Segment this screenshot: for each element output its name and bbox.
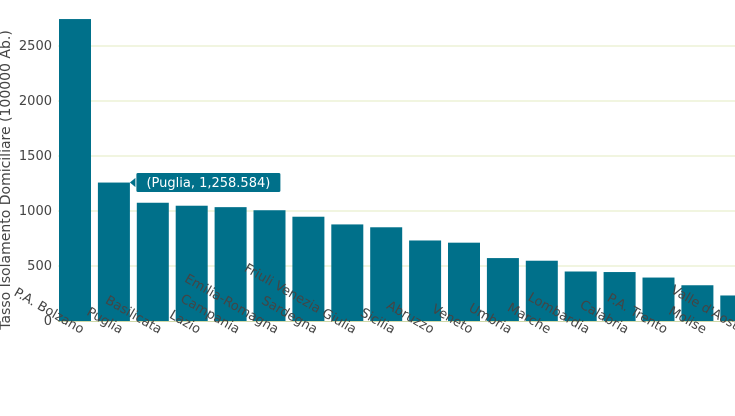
- bar-valle-d-aosta[interactable]: [720, 295, 735, 321]
- bar-umbria[interactable]: [486, 258, 519, 321]
- bar-emilia-romagna[interactable]: [253, 210, 286, 321]
- tooltip-box: [135, 172, 282, 194]
- bar-puglia[interactable]: [97, 182, 130, 321]
- bar-friuli-venezia-giulia[interactable]: [331, 224, 364, 321]
- y-axis-ticks: 0 500 1000 1500 2000 2500: [19, 39, 52, 329]
- hover-tooltip: (Puglia, 1,258.584): [129, 172, 282, 194]
- bars: [59, 19, 735, 322]
- bar-calabria[interactable]: [603, 272, 636, 321]
- bar-abruzzo[interactable]: [409, 240, 442, 321]
- bar-lombardia[interactable]: [564, 271, 597, 322]
- bar-p-a-trento[interactable]: [642, 277, 675, 321]
- tooltip-label: (Puglia, 1,258.584): [146, 176, 270, 191]
- bar-marche[interactable]: [525, 260, 558, 321]
- y-axis-title: Tasso Isolamento Domiciliare (100000 Ab.…: [0, 30, 14, 331]
- bar-basilicata[interactable]: [136, 202, 169, 321]
- bar-veneto[interactable]: [448, 242, 480, 321]
- bar-sicilia[interactable]: [370, 227, 403, 321]
- bar-sardegna[interactable]: [292, 216, 325, 321]
- bar-lazio[interactable]: [175, 205, 208, 321]
- y-tick-label: 2000: [19, 94, 52, 109]
- y-tick-label: 1500: [19, 149, 52, 164]
- tooltip-pointer: [129, 177, 136, 188]
- bar-molise[interactable]: [681, 285, 714, 321]
- bar-campania[interactable]: [214, 207, 247, 321]
- gridlines: [58, 45, 735, 322]
- y-tick-label: 1000: [19, 204, 52, 219]
- y-tick-label: 2500: [19, 39, 52, 54]
- y-tick-label: 0: [44, 314, 52, 329]
- y-tick-label: 500: [27, 259, 52, 274]
- bar-p-a-bolzano[interactable]: [59, 19, 91, 322]
